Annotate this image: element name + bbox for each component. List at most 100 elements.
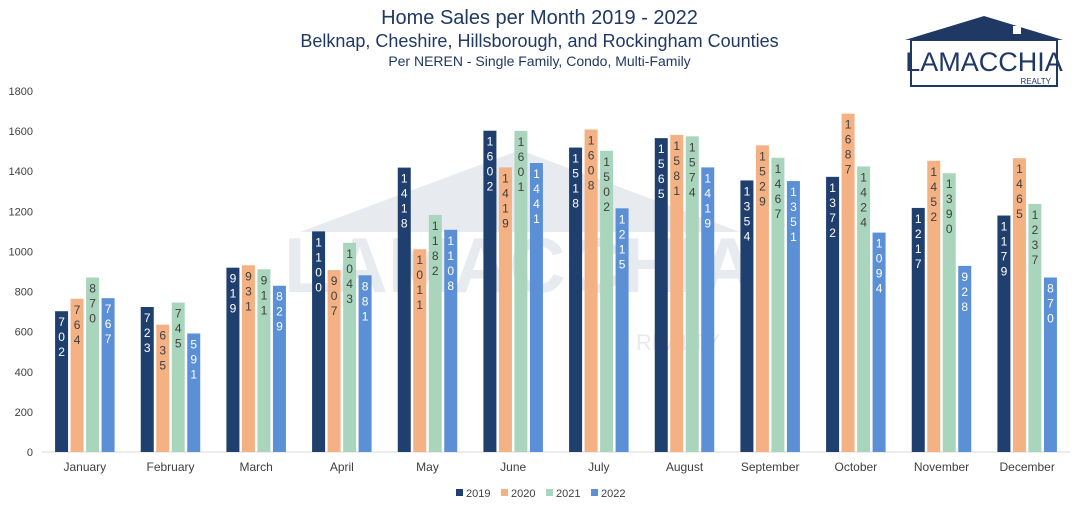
bar-2019-march bbox=[226, 267, 240, 452]
legend-swatch bbox=[456, 489, 463, 496]
legend-label: 2021 bbox=[556, 488, 580, 500]
window-icon bbox=[1013, 26, 1021, 34]
bar-2022-march bbox=[272, 285, 286, 452]
bar-2019-may bbox=[397, 167, 411, 452]
house-roof-icon bbox=[905, 16, 1063, 40]
bar-2020-december bbox=[1012, 158, 1026, 453]
y-tick-label: 1600 bbox=[9, 126, 33, 138]
bar-2020-july bbox=[584, 129, 598, 453]
x-tick-label: November bbox=[914, 460, 969, 474]
bar-2022-january bbox=[101, 298, 115, 452]
bar-2022-november bbox=[958, 265, 972, 452]
legend-swatch bbox=[546, 489, 553, 496]
legend-swatch bbox=[591, 489, 598, 496]
bar-2021-february bbox=[171, 302, 185, 452]
y-tick-label: 800 bbox=[15, 287, 33, 299]
x-axis: January February March April May June July Augu… bbox=[63, 460, 1054, 474]
bar-2019-october bbox=[826, 176, 840, 453]
x-tick-label: March bbox=[239, 460, 272, 474]
bar-2022-august bbox=[701, 167, 715, 452]
y-axis: 0 200 400 600 800 1000 1200 1400 1600 1800 bbox=[9, 86, 33, 459]
bar-2021-june bbox=[514, 130, 528, 452]
bar-2020-march bbox=[241, 265, 255, 452]
bar-2021-november bbox=[942, 173, 956, 452]
bar-2022-february bbox=[187, 333, 201, 452]
logo-frame bbox=[910, 39, 1058, 87]
bar-2020-february bbox=[156, 324, 170, 452]
bar-2021-october bbox=[857, 166, 871, 453]
bar-2019-august bbox=[654, 138, 668, 452]
bar-2021-may bbox=[428, 214, 442, 452]
x-tick-label: April bbox=[330, 460, 354, 474]
bar-2019-july bbox=[569, 147, 583, 452]
x-tick-label: December bbox=[999, 460, 1054, 474]
bar-2020-august bbox=[670, 134, 684, 452]
bar-2022-july bbox=[615, 208, 629, 452]
bar-2019-december bbox=[997, 215, 1011, 452]
y-tick-label: 400 bbox=[15, 367, 33, 379]
bar-2019-september bbox=[740, 180, 754, 452]
legend-swatch bbox=[501, 489, 508, 496]
x-tick-label: October bbox=[834, 460, 877, 474]
bar-2022-may bbox=[444, 229, 458, 452]
bar-2019-february bbox=[140, 306, 154, 452]
bar-2019-january bbox=[55, 311, 69, 452]
y-tick-label: 0 bbox=[27, 447, 33, 459]
bar-2020-september bbox=[755, 145, 769, 452]
x-tick-label: May bbox=[416, 460, 439, 474]
bar-2020-april bbox=[327, 270, 341, 452]
x-tick-label: July bbox=[588, 460, 609, 474]
bar-2022-april bbox=[358, 275, 372, 452]
legend-label: 2022 bbox=[601, 488, 625, 500]
bars: 7 0 2 7 6 4 8 7 0 7 6 7 7 2 3 6 3 5 7 4 5 5 9 1 9 1 9 9 3 1 9 1 1 8 2 9 1 1 0 0… bbox=[55, 113, 1057, 453]
legend-label: 2020 bbox=[511, 488, 535, 500]
bar-2019-november bbox=[911, 207, 925, 452]
bar-2022-october bbox=[872, 232, 886, 452]
x-tick-label: August bbox=[666, 460, 704, 474]
bar-2020-may bbox=[413, 249, 427, 452]
legend: 2019 2020 2021 2022 bbox=[456, 488, 625, 500]
bar-2022-june bbox=[529, 162, 543, 452]
x-tick-label: June bbox=[500, 460, 526, 474]
bar-2020-january bbox=[70, 298, 84, 452]
bar-2021-july bbox=[600, 150, 614, 452]
logo-name: LAMACCHIA bbox=[905, 47, 1063, 77]
bar-2021-december bbox=[1028, 203, 1042, 452]
bar-2020-october bbox=[841, 113, 855, 452]
y-tick-label: 1200 bbox=[9, 206, 33, 218]
bar-2020-november bbox=[927, 160, 941, 452]
